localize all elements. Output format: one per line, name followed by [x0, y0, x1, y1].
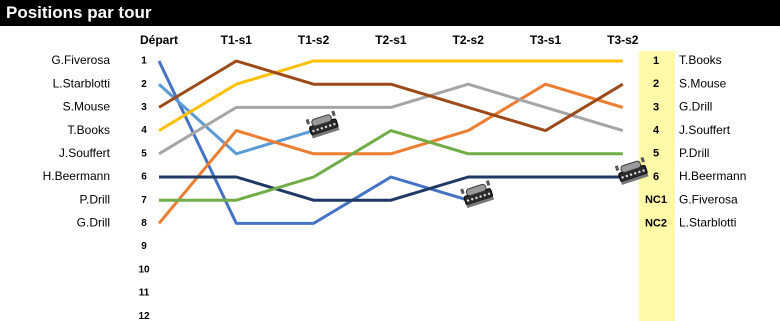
y-tick-label: 11 — [139, 288, 150, 299]
typewriter-key — [328, 124, 332, 127]
typewriter-icon — [305, 110, 340, 139]
typewriter-base — [621, 173, 649, 185]
series-line — [159, 129, 623, 202]
y-tick-label: 1 — [141, 56, 147, 67]
title-bar: Positions par tour — [0, 0, 780, 26]
final-rank: NC2 — [645, 217, 667, 229]
typewriter-key — [475, 196, 478, 200]
series-line — [159, 175, 623, 202]
start-label: L.Starblotti — [53, 76, 110, 90]
typewriter-key — [487, 192, 491, 195]
typewriter-knob — [460, 188, 465, 195]
final-rank: NC1 — [645, 194, 667, 206]
x-tick-label: T3-s1 — [530, 33, 562, 47]
final-ranking-name: S.Mouse — [679, 76, 727, 90]
series-line — [157, 82, 624, 225]
y-tick-label: 5 — [141, 148, 147, 159]
typewriter-knob — [485, 180, 491, 186]
x-tick-label: T2-s1 — [375, 33, 407, 47]
x-tick-label: T1-s1 — [221, 33, 253, 47]
y-tick-label: 7 — [141, 195, 147, 206]
y-tick-label: 9 — [141, 241, 147, 252]
final-rank: 2 — [653, 78, 659, 90]
final-rank: 6 — [653, 171, 659, 183]
chart-title: Positions par tour — [6, 3, 152, 22]
typewriter-key — [316, 128, 319, 131]
start-label: J.Souffert — [59, 146, 111, 160]
y-tick-label: 3 — [141, 102, 147, 113]
typewriter-key — [471, 197, 474, 201]
x-tick-label: T2-s2 — [453, 33, 485, 47]
typewriter-knob — [640, 156, 645, 163]
typewriter-roller — [311, 114, 332, 127]
final-ranking-name: H.Beermann — [679, 169, 746, 183]
typewriter-key — [324, 125, 328, 129]
y-tick-label: 8 — [141, 218, 147, 229]
typewriter-key — [642, 169, 645, 172]
final-ranking-name: G.Fiverosa — [679, 192, 738, 206]
x-tick-label: T1-s2 — [298, 33, 330, 47]
y-tick-label: 6 — [141, 172, 147, 183]
y-tick-label: 2 — [141, 79, 147, 90]
y-tick-label: 10 — [138, 264, 150, 275]
final-ranking-name: L.Starblotti — [679, 216, 736, 230]
typewriter-key — [466, 199, 470, 202]
typewriter-key — [629, 173, 633, 176]
x-tick-label: T3-s2 — [607, 33, 639, 47]
typewriter-key — [312, 129, 315, 133]
series-line — [158, 59, 624, 133]
series-line — [157, 60, 469, 225]
start-label: H.Beermann — [43, 169, 110, 183]
typewriter-key — [634, 172, 637, 175]
typewriter-icon — [460, 180, 494, 209]
final-ranking-name: G.Drill — [679, 100, 712, 114]
typewriter-knob — [305, 118, 311, 125]
final-rank: 4 — [653, 125, 660, 137]
y-tick-label: 12 — [138, 311, 150, 321]
typewriter-roller — [465, 183, 487, 197]
start-label: G.Drill — [77, 216, 110, 230]
final-rank: 3 — [653, 101, 659, 113]
typewriter-key — [320, 127, 324, 130]
typewriter-knob — [614, 165, 620, 171]
typewriter-key — [483, 193, 486, 197]
y-tick-label: 4 — [141, 125, 147, 136]
typewriter-base — [311, 127, 340, 139]
typewriter-key — [625, 174, 629, 178]
final-ranking-name: J.Souffert — [679, 123, 731, 137]
start-label: P.Drill — [80, 192, 110, 206]
final-ranking-name: T.Books — [679, 53, 722, 67]
final-ranking-name: P.Drill — [679, 146, 709, 160]
typewriter-key — [638, 170, 641, 174]
typewriter-key — [621, 176, 624, 179]
series-line — [158, 82, 624, 156]
final-rank: 1 — [653, 55, 659, 67]
series-line — [158, 59, 623, 132]
start-label: G.Fiverosa — [51, 53, 110, 67]
start-label: S.Mouse — [63, 100, 111, 114]
typewriter-base — [466, 196, 494, 209]
typewriter-knob — [331, 110, 336, 117]
series-line — [157, 83, 315, 156]
ranking-highlight-column — [639, 51, 675, 321]
start-label: T.Books — [67, 123, 110, 137]
typewriter-key — [333, 122, 336, 126]
final-rank: 5 — [653, 148, 659, 160]
typewriter-key — [479, 195, 482, 198]
typewriter-icon — [614, 156, 649, 185]
x-tick-label: Départ — [140, 33, 178, 47]
typewriter-roller — [620, 160, 642, 173]
